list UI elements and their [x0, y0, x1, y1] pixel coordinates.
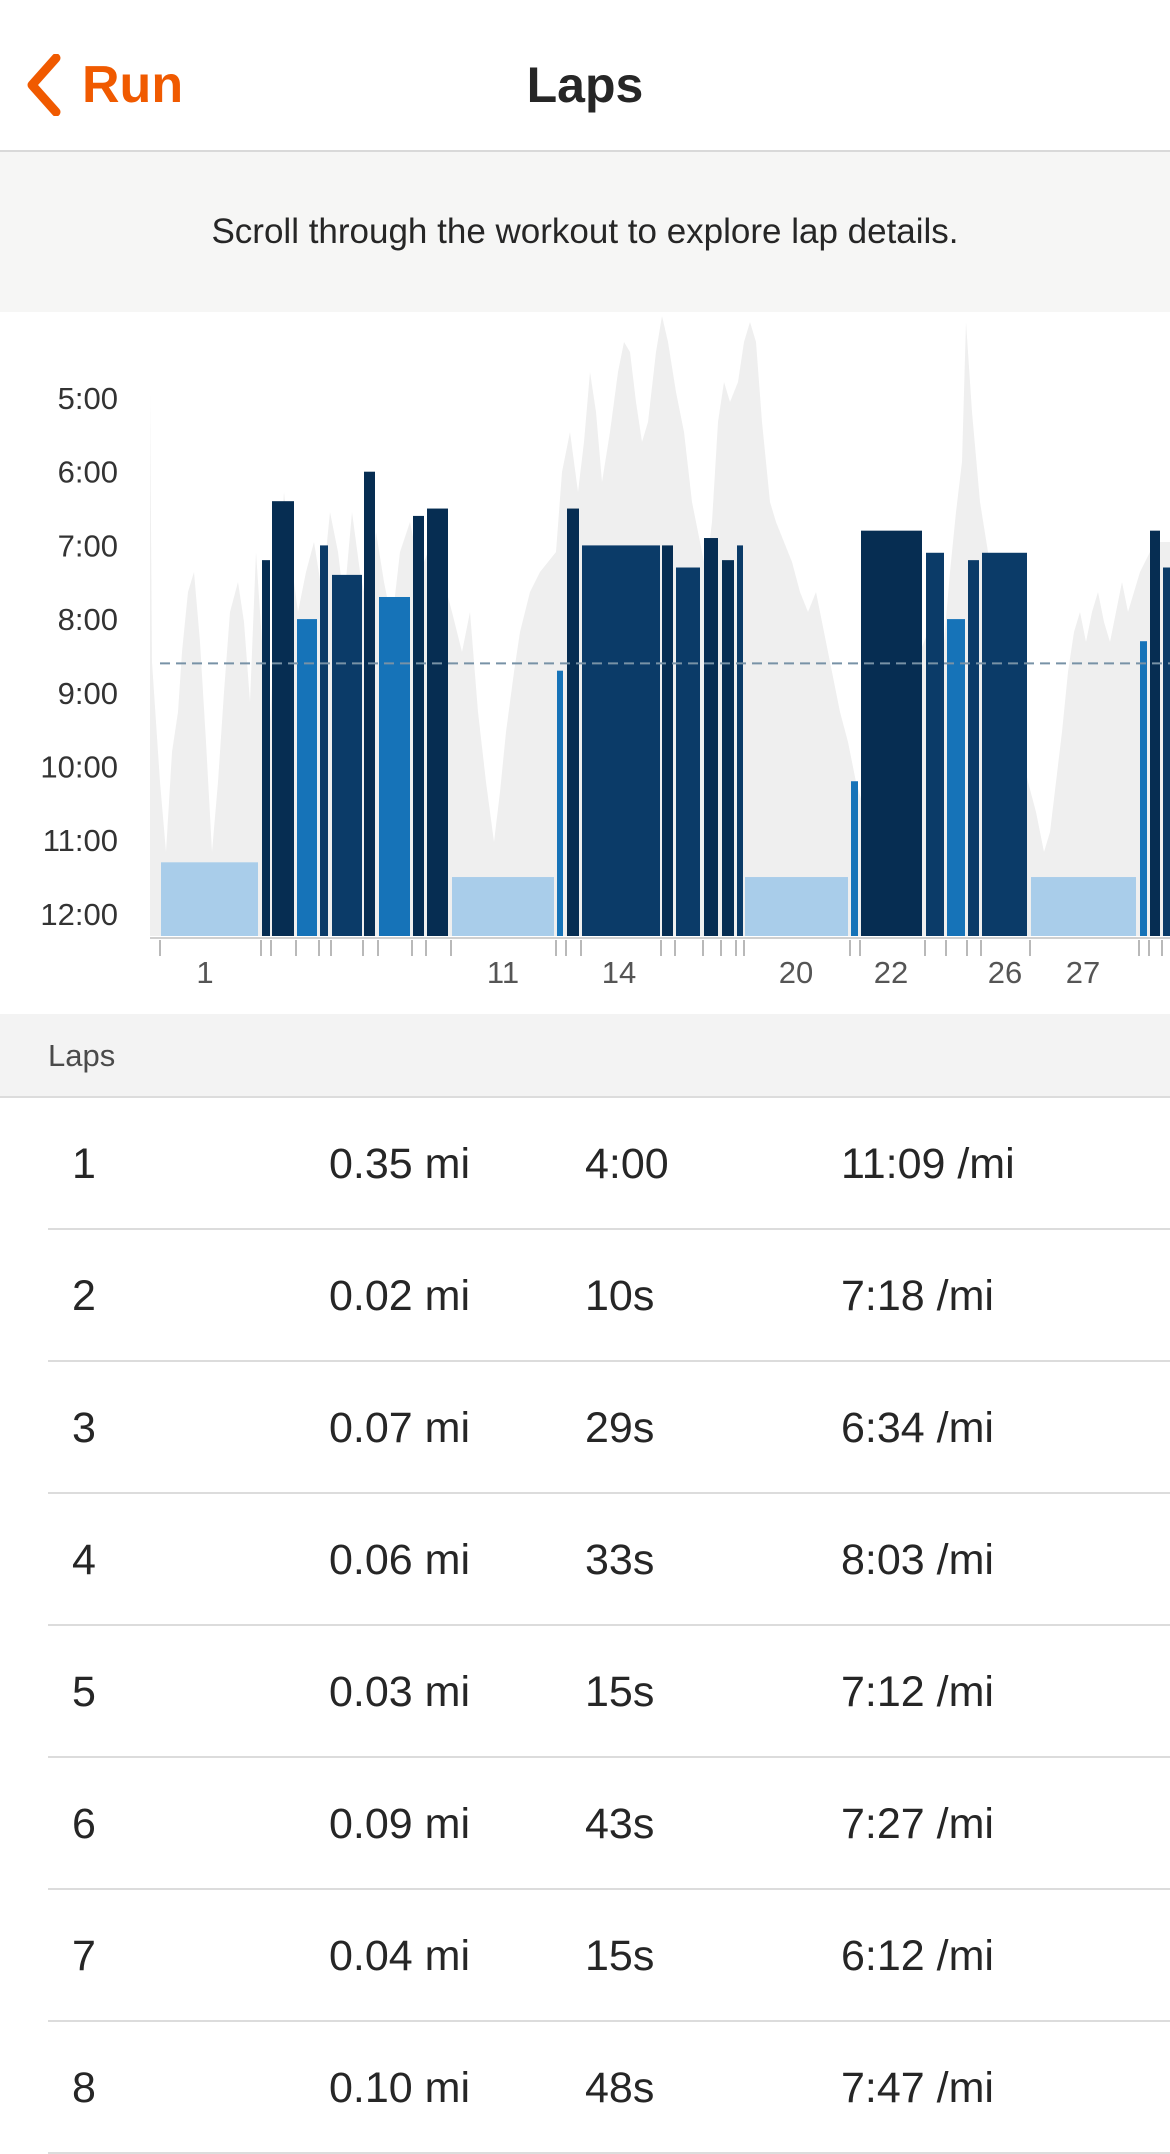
lap-pace: 7:12 /mi — [841, 1668, 994, 1716]
lap-bar[interactable] — [662, 545, 673, 936]
lap-bar[interactable] — [320, 545, 328, 936]
lap-bar[interactable] — [582, 545, 660, 936]
lap-row[interactable]: 8 0.10 mi 48s 7:47 /mi — [0, 2022, 1170, 2154]
lap-row[interactable]: 4 0.06 mi 33s 8:03 /mi — [0, 1494, 1170, 1626]
y-axis-label: 6:00 — [58, 455, 118, 490]
lap-number: 1 — [72, 1140, 96, 1188]
lap-pace-chart[interactable]: 5:00 6:00 7:00 8:00 9:00 10:00 11:00 12:00 1 11 1… — [0, 312, 1170, 1014]
lap-time: 43s — [585, 1800, 655, 1848]
lap-bar[interactable] — [427, 508, 448, 936]
lap-bar[interactable] — [745, 877, 848, 936]
lap-pace: 11:09 /mi — [841, 1140, 1015, 1188]
lap-bar[interactable] — [1140, 641, 1147, 936]
lap-bar[interactable] — [452, 877, 554, 936]
chevron-left-icon — [27, 54, 61, 116]
lap-bar[interactable] — [722, 560, 734, 936]
lap-bar[interactable] — [947, 619, 965, 936]
lap-bar[interactable] — [272, 501, 294, 936]
x-axis-label: 14 — [602, 955, 636, 990]
y-axis-label: 12:00 — [40, 897, 118, 932]
lap-distance: 0.06 mi — [329, 1536, 471, 1584]
x-axis-label: 11 — [487, 955, 519, 990]
lap-pace: 6:12 /mi — [841, 1932, 994, 1980]
lap-row[interactable]: 6 0.09 mi 43s 7:27 /mi — [0, 1758, 1170, 1890]
lap-row[interactable]: 2 0.02 mi 10s 7:18 /mi — [0, 1230, 1170, 1362]
y-axis-label: 7:00 — [58, 528, 118, 563]
lap-time: 10s — [585, 1272, 655, 1320]
lap-distance: 0.07 mi — [329, 1404, 471, 1452]
y-axis-label: 5:00 — [58, 381, 118, 416]
lap-bar[interactable] — [861, 530, 922, 936]
lap-bar[interactable] — [567, 508, 579, 936]
lap-bar[interactable] — [297, 619, 317, 936]
lap-bar[interactable] — [1150, 530, 1160, 936]
lap-pace: 7:27 /mi — [841, 1800, 994, 1848]
lap-bar[interactable] — [262, 560, 270, 936]
lap-list: 1 0.35 mi 4:00 11:09 /mi 2 0.02 mi 10s 7… — [0, 1098, 1170, 2154]
lap-time: 4:00 — [585, 1140, 669, 1188]
lap-time: 29s — [585, 1404, 655, 1452]
lap-distance: 0.04 mi — [329, 1932, 471, 1980]
lap-distance: 0.09 mi — [329, 1800, 471, 1848]
x-axis-label: 22 — [874, 955, 908, 990]
lap-time: 15s — [585, 1668, 655, 1716]
x-axis-label: 27 — [1066, 955, 1100, 990]
scroll-hint: Scroll through the workout to explore la… — [0, 152, 1170, 312]
lap-distance: 0.10 mi — [329, 2064, 471, 2112]
back-label: Run — [82, 56, 184, 114]
lap-number: 5 — [72, 1668, 96, 1716]
lap-time: 33s — [585, 1536, 655, 1584]
lap-number: 8 — [72, 2064, 96, 2112]
lap-bar[interactable] — [1163, 567, 1170, 936]
lap-number: 3 — [72, 1404, 96, 1452]
lap-time: 48s — [585, 2064, 655, 2112]
lap-bars — [161, 471, 1170, 936]
y-axis-label: 8:00 — [58, 602, 118, 637]
y-axis-label: 9:00 — [58, 676, 118, 711]
lap-number: 7 — [72, 1932, 96, 1980]
lap-row[interactable]: 1 0.35 mi 4:00 11:09 /mi — [0, 1098, 1170, 1230]
lap-pace: 6:34 /mi — [841, 1404, 994, 1452]
lap-number: 6 — [72, 1800, 96, 1848]
lap-row[interactable]: 5 0.03 mi 15s 7:12 /mi — [0, 1626, 1170, 1758]
lap-time: 15s — [585, 1932, 655, 1980]
nav-bar: Run Laps — [0, 0, 1170, 152]
lap-bar[interactable] — [968, 560, 979, 936]
lap-distance: 0.03 mi — [329, 1668, 471, 1716]
y-axis-label: 11:00 — [43, 823, 118, 858]
lap-bar[interactable] — [557, 670, 563, 936]
y-axis-labels: 5:00 6:00 7:00 8:00 9:00 10:00 11:00 12:00 — [40, 381, 118, 932]
lap-bar[interactable] — [704, 538, 718, 936]
y-axis-label: 10:00 — [40, 750, 118, 785]
page-title: Laps — [526, 57, 644, 113]
x-axis-label: 20 — [779, 955, 813, 990]
lap-number: 4 — [72, 1536, 96, 1584]
lap-bar[interactable] — [413, 515, 424, 936]
lap-pace: 8:03 /mi — [841, 1536, 994, 1584]
lap-bar[interactable] — [364, 471, 375, 936]
laps-section-header: Laps — [0, 1014, 1170, 1098]
lap-bar[interactable] — [161, 862, 258, 936]
lap-bar[interactable] — [332, 574, 362, 936]
lap-row[interactable]: 3 0.07 mi 29s 6:34 /mi — [0, 1362, 1170, 1494]
lap-bar[interactable] — [926, 552, 944, 936]
x-axis: 1 11 14 20 22 26 27 — [150, 937, 1170, 990]
lap-bar[interactable] — [676, 567, 700, 936]
lap-distance: 0.35 mi — [329, 1140, 471, 1188]
lap-bar[interactable] — [379, 596, 410, 936]
lap-bar[interactable] — [1031, 877, 1136, 936]
lap-bar[interactable] — [851, 781, 858, 936]
back-button[interactable]: Run — [24, 50, 183, 120]
x-axis-label: 1 — [196, 955, 213, 990]
lap-number: 2 — [72, 1272, 96, 1320]
lap-bar[interactable] — [982, 552, 1027, 936]
lap-distance: 0.02 mi — [329, 1272, 471, 1320]
lap-bar[interactable] — [737, 545, 743, 936]
lap-pace: 7:47 /mi — [841, 2064, 994, 2112]
x-axis-label: 26 — [988, 955, 1022, 990]
lap-row[interactable]: 7 0.04 mi 15s 6:12 /mi — [0, 1890, 1170, 2022]
lap-pace: 7:18 /mi — [841, 1272, 994, 1320]
